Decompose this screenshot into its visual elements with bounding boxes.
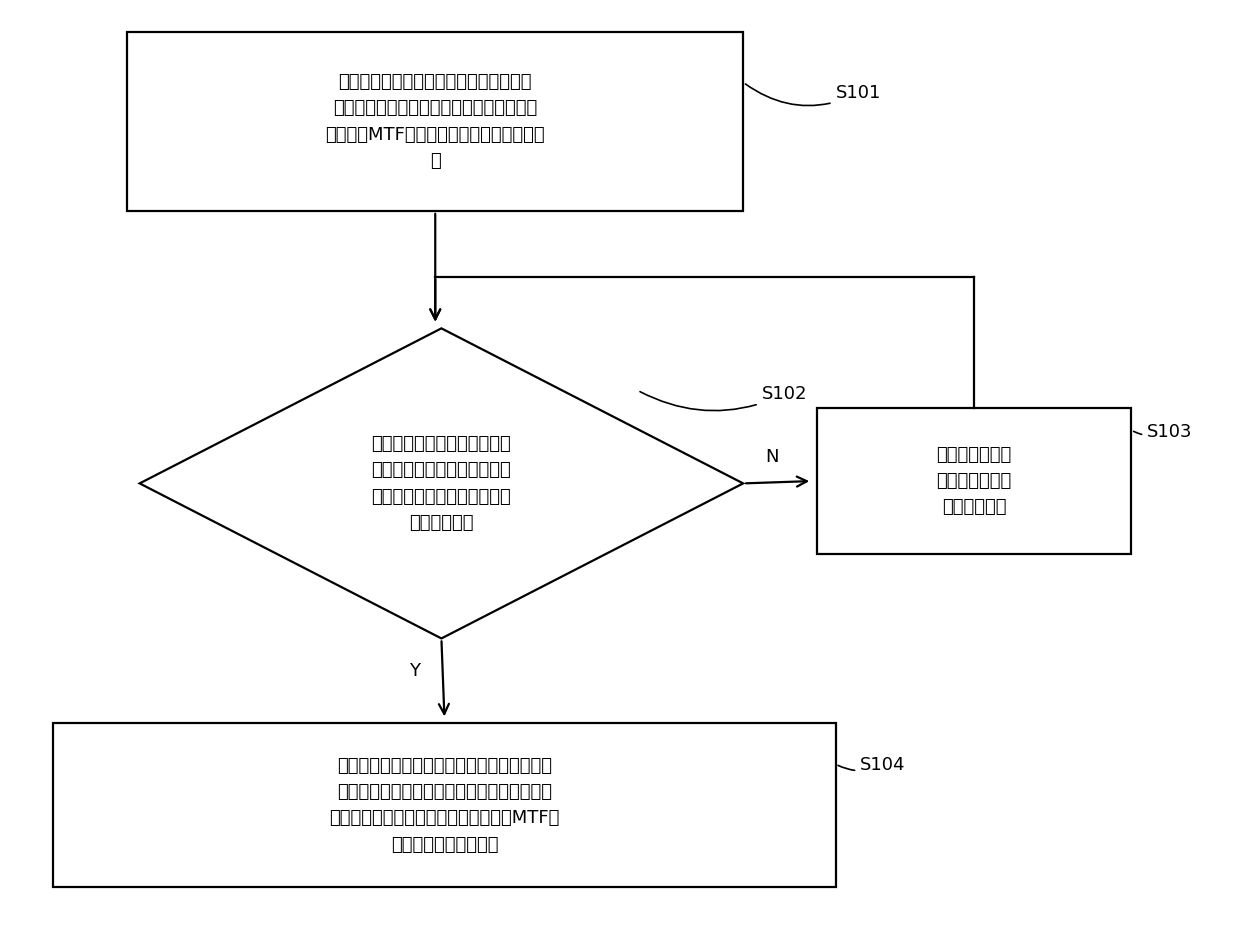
Text: S102: S102 — [640, 385, 807, 410]
FancyBboxPatch shape — [128, 32, 743, 210]
Text: 控制训练组的摄像头模组进行自动对焦测
试，并根据获取的对焦测试数据进行学习训
练，建立MTF曲线与马达位置之间的关系模
型: 控制训练组的摄像头模组进行自动对焦测 试，并根据获取的对焦测试数据进行学习训 练… — [325, 73, 546, 171]
FancyBboxPatch shape — [817, 409, 1131, 554]
Text: S104: S104 — [838, 757, 905, 775]
Text: S103: S103 — [1133, 423, 1193, 441]
Text: S101: S101 — [745, 84, 880, 105]
Text: 控制验证组的摄像头模组进行
自动对焦测试，根据获取的对
焦测试数据，验证关系模型是
否通过达标率: 控制验证组的摄像头模组进行 自动对焦测试，根据获取的对 焦测试数据，验证关系模型… — [372, 435, 511, 532]
Polygon shape — [140, 328, 743, 638]
Text: N: N — [765, 448, 779, 466]
Text: Y: Y — [409, 662, 420, 680]
Text: 控制测试组的摄像头模组进行单次对焦测试，
通过获取的单次对焦测试数据和关系模型预测
最佳马达位置，并验证最佳马达位置的MTF曲
线以完成批量对焦测试: 控制测试组的摄像头模组进行单次对焦测试， 通过获取的单次对焦测试数据和关系模型预… — [330, 757, 559, 854]
Text: 根据验证组的对
焦测试数据更新
所述关系模型: 根据验证组的对 焦测试数据更新 所述关系模型 — [936, 446, 1012, 517]
FancyBboxPatch shape — [53, 723, 836, 887]
